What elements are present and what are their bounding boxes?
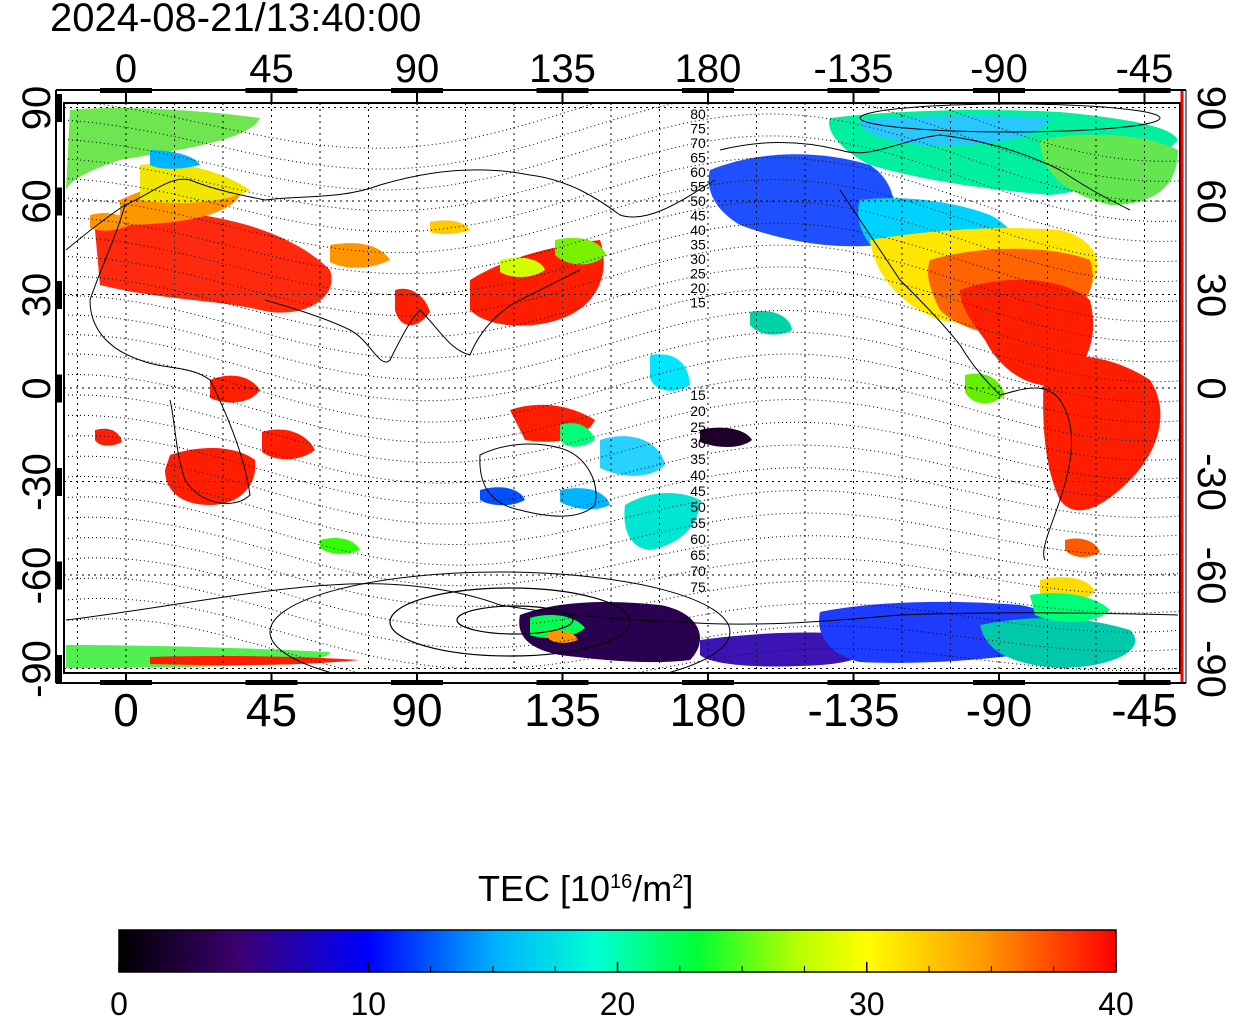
- colorbar-tick-label: 30: [848, 986, 885, 1022]
- magnetic-contour: [64, 113, 1180, 202]
- coastlines: [65, 134, 1179, 625]
- lat-tick-label-right: 0: [1189, 377, 1233, 399]
- magnetic-contour: [64, 435, 1180, 505]
- lat-tick-label-left: 90: [15, 86, 59, 131]
- magnetic-contour: [64, 475, 1180, 545]
- magnetic-lat-label: 70: [690, 563, 706, 579]
- magnetic-lat-label: 45: [690, 208, 706, 224]
- magnetic-contour: [64, 516, 1180, 587]
- lat-tick-label-right: -60: [1189, 547, 1233, 605]
- lon-tick-label-bottom: 90: [391, 684, 442, 736]
- lon-tick-label-bottom: -90: [966, 684, 1032, 736]
- map-frame: [63, 102, 1181, 674]
- map-plot-area: 8075706560555045403530252015152025303540…: [64, 103, 1180, 673]
- magnetic-contour: [64, 577, 1180, 649]
- map-axes: 0045459090135135180180-135-135-90-90-45-…: [15, 47, 1233, 736]
- timestamp-title: 2024-08-21/13:40:00: [50, 0, 422, 40]
- magnetic-lat-label: 65: [690, 150, 706, 166]
- lat-tick-label-left: 0: [15, 377, 59, 399]
- magnetic-lat-label: 75: [690, 579, 706, 595]
- magnetic-lat-label: 25: [690, 266, 706, 282]
- colorbar-ticks: [118, 962, 1117, 972]
- colorbar-tick-label: 10: [350, 986, 387, 1022]
- magnetic-lat-label: 55: [690, 515, 706, 531]
- lon-tick-label-top: 180: [675, 47, 742, 91]
- colorbar-title: TEC [1016/m2]: [478, 868, 694, 909]
- magnetic-contour-pole: [389, 587, 631, 657]
- lon-tick-label-top: 135: [529, 47, 596, 91]
- tec-data-layer: [66, 107, 1178, 668]
- magnetic-contour: [64, 496, 1180, 566]
- lat-tick-label-left: 60: [15, 179, 59, 224]
- magnetic-lat-label: 30: [690, 251, 706, 267]
- lon-tick-label-bottom: 0: [113, 684, 139, 736]
- magnetic-contour: [64, 179, 1180, 263]
- magnetic-lat-label: 50: [690, 193, 706, 209]
- magnetic-contour: [64, 103, 1180, 182]
- magnetic-lat-label: 25: [690, 419, 706, 435]
- lat-tick-label-right: 60: [1189, 179, 1233, 224]
- lon-tick-label-top: -90: [970, 47, 1028, 91]
- magnetic-lat-label: 15: [690, 295, 706, 311]
- lon-tick-label-bottom: 135: [524, 684, 601, 736]
- lat-tick-label-right: 90: [1189, 86, 1233, 131]
- magnetic-lat-label: 40: [690, 222, 706, 238]
- magnetic-lat-label: 60: [690, 531, 706, 547]
- magnetic-lat-label: 20: [690, 403, 706, 419]
- magnetic-contour-pole: [456, 605, 574, 635]
- magnetic-contour: [64, 394, 1180, 464]
- magnetic-latitude-labels: 8075706560555045403530252015152025303540…: [690, 106, 706, 595]
- lat-tick-label-right: 30: [1189, 273, 1233, 318]
- colorbar-tick-label: 0: [110, 986, 128, 1022]
- lat-tick-label-left: -90: [15, 640, 59, 698]
- lon-tick-label-bottom: 45: [246, 684, 297, 736]
- magnetic-lat-label: 50: [690, 499, 706, 515]
- lon-tick-label-bottom: 180: [670, 684, 747, 736]
- magnetic-lat-label: 35: [690, 237, 706, 253]
- magnetic-lat-label: 15: [690, 387, 706, 403]
- lat-tick-label-right: -30: [1189, 453, 1233, 511]
- lon-tick-label-top: 0: [115, 47, 137, 91]
- lat-tick-label-left: 30: [15, 273, 59, 318]
- magnetic-lat-label: 65: [690, 547, 706, 563]
- lon-tick-label-top: 45: [249, 47, 294, 91]
- magnetic-lat-label: 55: [690, 179, 706, 195]
- magnetic-contour: [64, 455, 1180, 525]
- magnetic-lat-label: 45: [690, 483, 706, 499]
- magnetic-contour-pole: [269, 571, 731, 673]
- magnetic-latitude-contours: [64, 103, 1180, 673]
- magnetic-lat-label: 35: [690, 451, 706, 467]
- lon-tick-label-top: 90: [395, 47, 440, 91]
- magnetic-lat-label: 70: [690, 135, 706, 151]
- lat-tick-label-right: -90: [1189, 640, 1233, 698]
- magnetic-lat-label: 40: [690, 467, 706, 483]
- magnetic-contour: [64, 135, 1180, 222]
- magnetic-contour: [64, 597, 1180, 670]
- magnetic-lat-label: 75: [690, 121, 706, 137]
- magnetic-lat-label: 30: [690, 435, 706, 451]
- magnetic-lat-label: 60: [690, 164, 706, 180]
- lat-tick-label-left: -60: [15, 547, 59, 605]
- lon-tick-label-bottom: -135: [807, 684, 899, 736]
- colorbar-tick-label: 20: [599, 986, 636, 1022]
- lon-tick-label-bottom: -45: [1111, 684, 1177, 736]
- magnetic-lat-label: 20: [690, 280, 706, 296]
- magnetic-lat-label: 80: [690, 106, 706, 122]
- lon-tick-label-top: -45: [1116, 47, 1174, 91]
- magnetic-contour: [64, 414, 1180, 484]
- magnetic-contour: [64, 557, 1180, 628]
- lon-tick-label-top: -135: [813, 47, 893, 91]
- map-grid: [64, 103, 1180, 673]
- colorbar-tick-label: 40: [1098, 986, 1134, 1022]
- magnetic-contour: [64, 537, 1180, 607]
- lat-tick-label-left: -30: [15, 453, 59, 511]
- magnetic-contour: [64, 157, 1180, 242]
- magnetic-contour: [64, 618, 1180, 673]
